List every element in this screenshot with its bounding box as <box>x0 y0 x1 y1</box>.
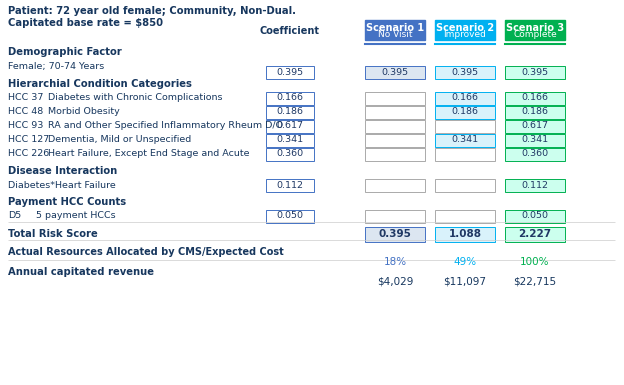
Text: 0.395: 0.395 <box>379 229 411 239</box>
FancyBboxPatch shape <box>435 226 495 241</box>
Text: 1.088: 1.088 <box>449 229 482 239</box>
FancyBboxPatch shape <box>365 226 425 241</box>
FancyBboxPatch shape <box>505 105 565 119</box>
Text: RA and Other Specified Inflammatory Rheum D/O: RA and Other Specified Inflammatory Rheu… <box>48 122 283 131</box>
Text: Patient: 72 year old female; Community, Non-Dual.: Patient: 72 year old female; Community, … <box>8 6 296 16</box>
Text: Diabetes*Heart Failure: Diabetes*Heart Failure <box>8 181 115 189</box>
FancyBboxPatch shape <box>435 147 495 161</box>
Text: 18%: 18% <box>383 257 407 267</box>
Text: 0.112: 0.112 <box>276 181 303 189</box>
Text: Coefficient: Coefficient <box>260 26 320 36</box>
FancyBboxPatch shape <box>365 209 425 223</box>
Text: Morbid Obesity: Morbid Obesity <box>48 107 120 117</box>
FancyBboxPatch shape <box>266 119 314 132</box>
FancyBboxPatch shape <box>435 119 495 132</box>
FancyBboxPatch shape <box>505 226 565 241</box>
FancyBboxPatch shape <box>365 20 425 40</box>
FancyBboxPatch shape <box>505 179 565 191</box>
Text: Payment HCC Counts: Payment HCC Counts <box>8 197 126 207</box>
FancyBboxPatch shape <box>505 66 565 79</box>
FancyBboxPatch shape <box>435 134 495 147</box>
Text: Scenario 1: Scenario 1 <box>366 23 424 33</box>
Text: HCC 226: HCC 226 <box>8 149 49 159</box>
Text: No Visit: No Visit <box>378 30 412 39</box>
Text: 0.617: 0.617 <box>522 122 548 131</box>
Text: 0.395: 0.395 <box>276 68 303 77</box>
Text: Annual capitated revenue: Annual capitated revenue <box>8 267 154 277</box>
FancyBboxPatch shape <box>435 179 495 191</box>
Text: 2.227: 2.227 <box>519 229 552 239</box>
FancyBboxPatch shape <box>266 66 314 79</box>
FancyBboxPatch shape <box>505 119 565 132</box>
FancyBboxPatch shape <box>266 209 314 223</box>
Text: 5 payment HCCs: 5 payment HCCs <box>36 211 115 221</box>
Text: Demographic Factor: Demographic Factor <box>8 47 122 57</box>
FancyBboxPatch shape <box>266 179 314 191</box>
Text: Diabetes with Chronic Complications: Diabetes with Chronic Complications <box>48 94 223 102</box>
Text: Actual Resources Allocated by CMS/Expected Cost: Actual Resources Allocated by CMS/Expect… <box>8 247 284 257</box>
Text: Complete: Complete <box>513 30 557 39</box>
Text: 0.360: 0.360 <box>276 149 303 159</box>
Text: 0.186: 0.186 <box>522 107 548 117</box>
Text: Total Risk Score: Total Risk Score <box>8 229 98 239</box>
Text: 0.341: 0.341 <box>522 136 548 144</box>
Text: 0.617: 0.617 <box>276 122 303 131</box>
Text: HCC 48: HCC 48 <box>8 107 43 117</box>
Text: 49%: 49% <box>454 257 477 267</box>
Text: HCC 127: HCC 127 <box>8 136 49 144</box>
Text: D5: D5 <box>8 211 21 221</box>
FancyBboxPatch shape <box>365 179 425 191</box>
FancyBboxPatch shape <box>266 92 314 104</box>
Text: Capitated base rate = $850: Capitated base rate = $850 <box>8 18 163 28</box>
Text: 0.186: 0.186 <box>276 107 303 117</box>
Text: Scenario 3: Scenario 3 <box>506 23 564 33</box>
FancyBboxPatch shape <box>266 134 314 147</box>
FancyBboxPatch shape <box>266 105 314 119</box>
FancyBboxPatch shape <box>505 147 565 161</box>
Text: 0.395: 0.395 <box>522 68 548 77</box>
FancyBboxPatch shape <box>435 92 495 104</box>
FancyBboxPatch shape <box>435 105 495 119</box>
Text: 0.395: 0.395 <box>381 68 409 77</box>
Text: Female; 70-74 Years: Female; 70-74 Years <box>8 62 104 70</box>
Text: HCC 93: HCC 93 <box>8 122 44 131</box>
Text: Disease Interaction: Disease Interaction <box>8 166 117 176</box>
Text: 0.166: 0.166 <box>452 94 479 102</box>
Text: Improved: Improved <box>444 30 487 39</box>
FancyBboxPatch shape <box>435 66 495 79</box>
FancyBboxPatch shape <box>505 209 565 223</box>
Text: $4,029: $4,029 <box>377 277 413 287</box>
FancyBboxPatch shape <box>365 92 425 104</box>
Text: $11,097: $11,097 <box>444 277 487 287</box>
FancyBboxPatch shape <box>435 20 495 40</box>
Text: 0.050: 0.050 <box>276 211 303 221</box>
Text: 0.166: 0.166 <box>522 94 548 102</box>
FancyBboxPatch shape <box>365 147 425 161</box>
Text: HCC 37: HCC 37 <box>8 94 44 102</box>
FancyBboxPatch shape <box>505 134 565 147</box>
Text: Heart Failure, Except End Stage and Acute: Heart Failure, Except End Stage and Acut… <box>48 149 250 159</box>
Text: $22,715: $22,715 <box>514 277 557 287</box>
Text: 0.341: 0.341 <box>276 136 303 144</box>
Text: 0.112: 0.112 <box>522 181 548 189</box>
Text: Dementia, Mild or Unspecified: Dementia, Mild or Unspecified <box>48 136 191 144</box>
Text: 0.360: 0.360 <box>522 149 548 159</box>
FancyBboxPatch shape <box>365 119 425 132</box>
Text: 0.186: 0.186 <box>452 107 479 117</box>
Text: 0.166: 0.166 <box>276 94 303 102</box>
FancyBboxPatch shape <box>365 105 425 119</box>
FancyBboxPatch shape <box>505 20 565 40</box>
FancyBboxPatch shape <box>365 66 425 79</box>
Text: 0.050: 0.050 <box>522 211 548 221</box>
FancyBboxPatch shape <box>505 92 565 104</box>
FancyBboxPatch shape <box>365 134 425 147</box>
Text: 100%: 100% <box>520 257 550 267</box>
Text: Hierarchial Condition Categories: Hierarchial Condition Categories <box>8 79 192 89</box>
Text: 0.341: 0.341 <box>451 136 479 144</box>
FancyBboxPatch shape <box>266 147 314 161</box>
Text: 0.395: 0.395 <box>451 68 479 77</box>
Text: Scenario 2: Scenario 2 <box>436 23 494 33</box>
FancyBboxPatch shape <box>435 209 495 223</box>
